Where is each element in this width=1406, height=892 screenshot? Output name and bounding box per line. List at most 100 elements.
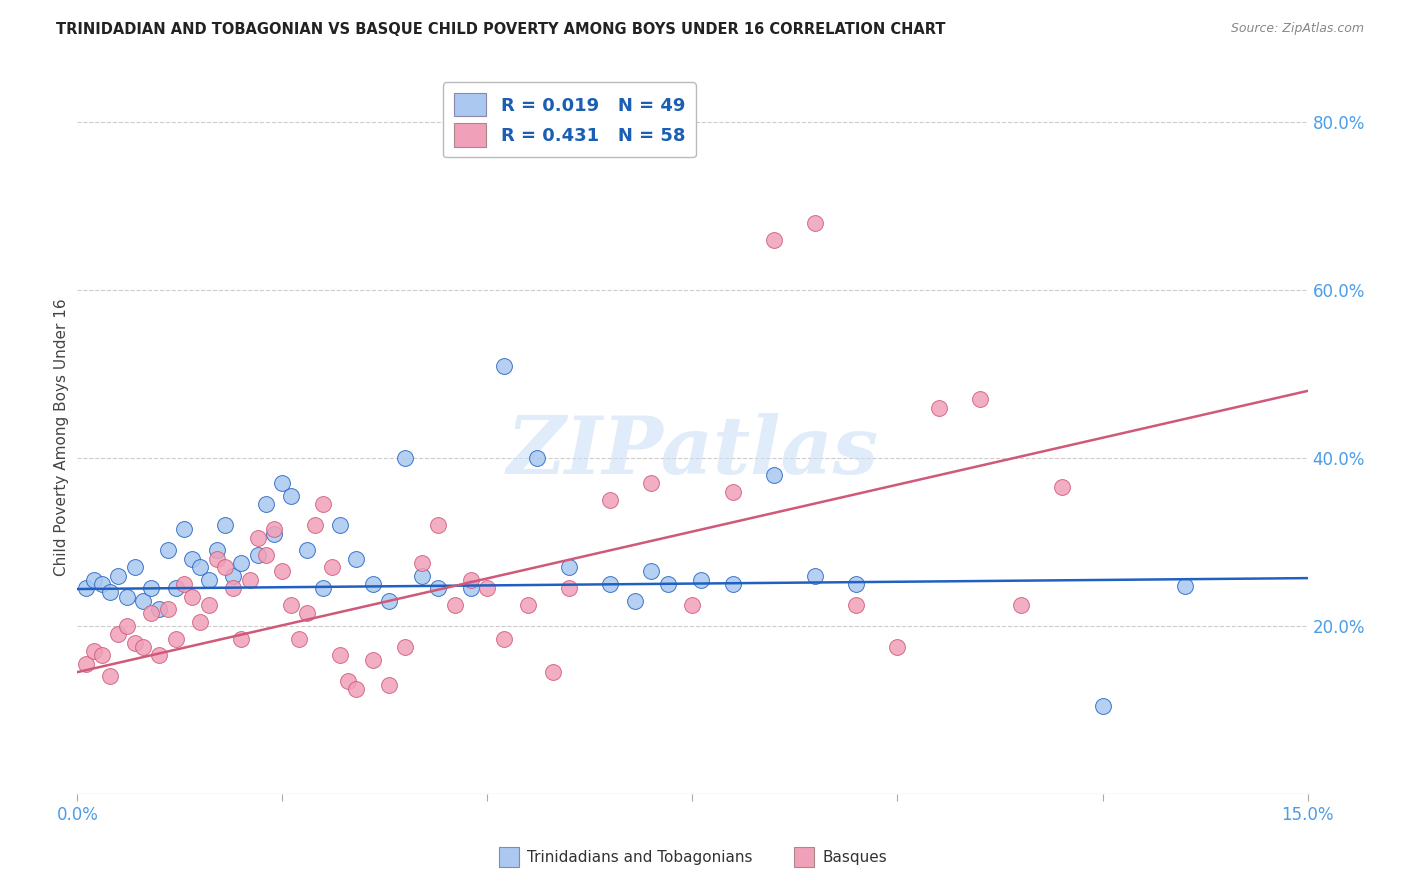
Point — [295, 543, 318, 558]
Point — [156, 602, 179, 616]
Point — [599, 577, 621, 591]
Point — [239, 573, 262, 587]
Point — [214, 518, 236, 533]
Point — [599, 493, 621, 508]
Point — [188, 560, 212, 574]
Point — [165, 632, 187, 646]
Point — [427, 581, 450, 595]
Point — [304, 518, 326, 533]
Point — [181, 551, 204, 566]
Text: Basques: Basques — [823, 850, 887, 864]
Point — [329, 648, 352, 663]
Point — [763, 233, 786, 247]
Point — [378, 594, 401, 608]
Point — [98, 585, 121, 599]
Point — [845, 598, 868, 612]
Point — [1174, 579, 1197, 593]
Point — [115, 619, 138, 633]
Point — [361, 577, 384, 591]
Point — [83, 573, 105, 587]
Point — [477, 581, 499, 595]
Point — [804, 216, 827, 230]
Point — [295, 607, 318, 621]
Point — [222, 568, 245, 582]
Point — [115, 590, 138, 604]
Point — [141, 607, 163, 621]
Point — [141, 581, 163, 595]
Point — [460, 573, 482, 587]
Text: ZIPatlas: ZIPatlas — [506, 413, 879, 490]
Point — [624, 594, 647, 608]
Text: Source: ZipAtlas.com: Source: ZipAtlas.com — [1230, 22, 1364, 36]
Point — [148, 648, 170, 663]
Point — [723, 577, 745, 591]
Point — [640, 476, 662, 491]
Point — [173, 577, 195, 591]
Point — [804, 568, 827, 582]
Point — [443, 598, 465, 612]
Point — [492, 632, 515, 646]
Point — [124, 560, 146, 574]
Point — [657, 577, 679, 591]
Point — [723, 484, 745, 499]
Point — [246, 531, 269, 545]
Point — [288, 632, 311, 646]
Point — [526, 451, 548, 466]
Point — [763, 467, 786, 482]
Point — [75, 581, 97, 595]
Point — [411, 556, 433, 570]
Text: TRINIDADIAN AND TOBAGONIAN VS BASQUE CHILD POVERTY AMONG BOYS UNDER 16 CORRELATI: TRINIDADIAN AND TOBAGONIAN VS BASQUE CHI… — [56, 22, 946, 37]
Point — [558, 581, 581, 595]
Point — [181, 590, 204, 604]
Point — [231, 632, 253, 646]
Point — [254, 548, 277, 562]
Point — [263, 523, 285, 537]
Point — [344, 681, 367, 696]
Point — [271, 565, 294, 579]
Point — [928, 401, 950, 415]
Point — [231, 556, 253, 570]
Point — [682, 598, 704, 612]
Point — [132, 640, 155, 654]
Point — [214, 560, 236, 574]
Point — [886, 640, 908, 654]
Point — [394, 451, 416, 466]
Point — [188, 615, 212, 629]
Point — [90, 577, 114, 591]
Point — [98, 669, 121, 683]
Y-axis label: Child Poverty Among Boys Under 16: Child Poverty Among Boys Under 16 — [53, 298, 69, 576]
Point — [263, 526, 285, 541]
Point — [83, 644, 105, 658]
Point — [460, 581, 482, 595]
Point — [394, 640, 416, 654]
Point — [124, 636, 146, 650]
Point — [205, 551, 228, 566]
Point — [197, 598, 219, 612]
Point — [75, 657, 97, 671]
Point — [197, 573, 219, 587]
Point — [312, 497, 335, 511]
Point — [107, 627, 129, 641]
Point — [222, 581, 245, 595]
Point — [205, 543, 228, 558]
Point — [280, 489, 302, 503]
Point — [321, 560, 343, 574]
Point — [541, 665, 564, 680]
Point — [148, 602, 170, 616]
Point — [165, 581, 187, 595]
Point — [1091, 698, 1114, 713]
Point — [329, 518, 352, 533]
Point — [280, 598, 302, 612]
Point — [156, 543, 179, 558]
Point — [517, 598, 540, 612]
Text: Trinidadians and Tobagonians: Trinidadians and Tobagonians — [527, 850, 752, 864]
Point — [173, 523, 195, 537]
Point — [969, 392, 991, 407]
Point — [492, 359, 515, 373]
Point — [344, 551, 367, 566]
Point — [361, 652, 384, 666]
Point — [337, 673, 360, 688]
Point — [254, 497, 277, 511]
Point — [640, 565, 662, 579]
Point — [427, 518, 450, 533]
